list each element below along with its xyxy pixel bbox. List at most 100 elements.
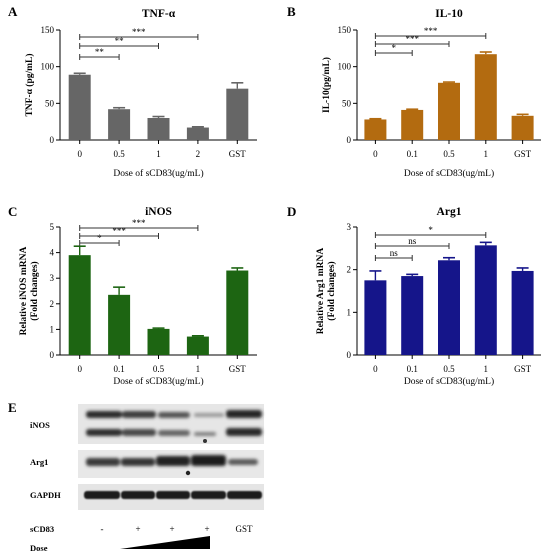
chart-title: TNF-α bbox=[142, 8, 176, 20]
blot-row-label-arg1: Arg1 bbox=[30, 457, 48, 467]
bar bbox=[474, 54, 497, 141]
significance-label: *** bbox=[405, 34, 419, 44]
bar bbox=[438, 82, 460, 140]
y-axis-label: Relative iNOS mRNA bbox=[19, 247, 29, 336]
bar bbox=[147, 328, 170, 355]
y-axis-label: TNF-α (pg/mL) bbox=[24, 53, 35, 116]
chart-tnf-alpha: TNF-α 0 50 100 150 0 0.5 1 2 GST Dose of sCD83(ug/… bbox=[24, 8, 257, 179]
blot-strip-arg1 bbox=[78, 450, 264, 478]
x-tick-label: 0 bbox=[77, 149, 82, 159]
significance-label: *** bbox=[132, 218, 146, 228]
chart-arg1-mrna: Arg1 0 1 2 3 0 0.1 0.5 1 GST Dose of sCD83(ug/mL) R… bbox=[316, 206, 541, 387]
western-blot: iNOS Arg1 GAPDH bbox=[30, 404, 264, 553]
chart-inos-mrna: iNOS 0 1 2 3 4 5 0 0.1 0.5 1 GST Dose of sCD83(ug/mL… bbox=[19, 206, 257, 387]
condition-lane-2: + bbox=[135, 524, 140, 534]
y-tick-label: 0 bbox=[347, 350, 352, 360]
chart-title: Arg1 bbox=[437, 206, 462, 218]
y-tick-label: 150 bbox=[338, 25, 352, 35]
x-tick-label: 1 bbox=[196, 364, 201, 374]
dose-gradient-wedge bbox=[120, 536, 210, 549]
bar bbox=[226, 270, 249, 355]
x-tick-label: GST bbox=[514, 149, 532, 159]
x-tick-label: 2 bbox=[196, 149, 201, 159]
bar bbox=[401, 276, 424, 355]
blot-row-label-inos: iNOS bbox=[30, 420, 50, 430]
y-tick-label: 150 bbox=[41, 25, 55, 35]
blot-strip-gapdh bbox=[78, 484, 264, 510]
x-tick-label: GST bbox=[229, 364, 247, 374]
y-tick-label: 3 bbox=[347, 222, 352, 232]
x-tick-label: GST bbox=[229, 149, 247, 159]
x-tick-label: 0.5 bbox=[153, 364, 165, 374]
blot-strip-inos bbox=[78, 404, 264, 444]
x-tick-label: 0.5 bbox=[443, 149, 455, 159]
significance-label: ** bbox=[115, 36, 125, 46]
blot-condition-label: sCD83 bbox=[30, 524, 54, 534]
y-tick-label: 1 bbox=[50, 324, 55, 334]
x-tick-label: 0.1 bbox=[407, 149, 418, 159]
y-tick-label: 100 bbox=[338, 62, 352, 72]
x-tick-label: 0.1 bbox=[113, 364, 124, 374]
x-axis-label: Dose of sCD83(ug/mL) bbox=[113, 168, 203, 179]
blot-row-label-gapdh: GAPDH bbox=[30, 490, 61, 500]
x-tick-label: 0 bbox=[373, 149, 378, 159]
panel-letter-d: D bbox=[287, 204, 296, 219]
blot-dose-label: Dose bbox=[30, 543, 48, 553]
bar bbox=[364, 280, 387, 355]
significance-label: * bbox=[97, 233, 102, 243]
bar bbox=[147, 118, 170, 140]
bar bbox=[511, 115, 534, 140]
y-tick-label: 1 bbox=[347, 307, 352, 317]
y-axis-label: Relative Arg1 mRNA bbox=[316, 248, 326, 335]
bar bbox=[226, 88, 249, 140]
significance-label: * bbox=[392, 43, 397, 53]
x-axis-label: Dose of sCD83(ug/mL) bbox=[404, 376, 494, 387]
significance-label: *** bbox=[112, 226, 126, 236]
significance-label: *** bbox=[424, 26, 438, 36]
condition-lane-5: GST bbox=[235, 524, 253, 534]
significance-label: *** bbox=[132, 27, 146, 37]
bar bbox=[364, 119, 387, 140]
bar bbox=[401, 109, 424, 140]
bar bbox=[186, 336, 209, 355]
y-tick-label: 100 bbox=[41, 62, 55, 72]
x-axis-label: Dose of sCD83(ug/mL) bbox=[404, 168, 494, 179]
bar bbox=[474, 245, 497, 355]
x-axis-label: Dose of sCD83(ug/mL) bbox=[113, 376, 203, 387]
significance-label: ** bbox=[95, 47, 105, 57]
significance-label: * bbox=[428, 225, 433, 235]
chart-title: IL-10 bbox=[435, 8, 463, 20]
panel-letter-b: B bbox=[287, 4, 296, 19]
condition-lane-4: + bbox=[204, 524, 209, 534]
y-tick-label: 5 bbox=[50, 222, 55, 232]
x-tick-label: 0 bbox=[373, 364, 378, 374]
x-tick-label: 1 bbox=[156, 149, 161, 159]
y-tick-label: 0 bbox=[50, 350, 55, 360]
bar bbox=[108, 294, 131, 355]
panel-letter-e: E bbox=[8, 400, 17, 415]
bar bbox=[68, 74, 91, 140]
panel-letter-a: A bbox=[8, 4, 18, 19]
x-tick-label: 0 bbox=[77, 364, 82, 374]
bar bbox=[108, 109, 131, 140]
y-tick-label: 50 bbox=[45, 98, 55, 108]
y-tick-label: 4 bbox=[50, 248, 55, 258]
x-tick-label: 0.5 bbox=[443, 364, 455, 374]
y-tick-label: 3 bbox=[50, 273, 55, 283]
x-tick-label: GST bbox=[514, 364, 532, 374]
bar bbox=[438, 260, 460, 355]
chart-title: iNOS bbox=[145, 206, 172, 218]
y-tick-label: 0 bbox=[50, 135, 55, 145]
condition-lane-1: - bbox=[101, 524, 104, 534]
bar bbox=[511, 270, 534, 355]
condition-lane-3: + bbox=[169, 524, 174, 534]
bar bbox=[68, 255, 91, 355]
y-tick-label: 0 bbox=[347, 135, 352, 145]
bar bbox=[186, 127, 209, 140]
x-tick-label: 0.5 bbox=[113, 149, 125, 159]
y-axis-label-line2: (Fold changes) bbox=[326, 261, 337, 320]
y-axis-label: IL-10(pg/mL) bbox=[321, 57, 332, 113]
significance-label: ns bbox=[408, 236, 417, 246]
chart-il-10: IL-10 0 50 100 150 0 0.1 0.5 1 GST Dose of sCD83(u… bbox=[321, 8, 541, 179]
